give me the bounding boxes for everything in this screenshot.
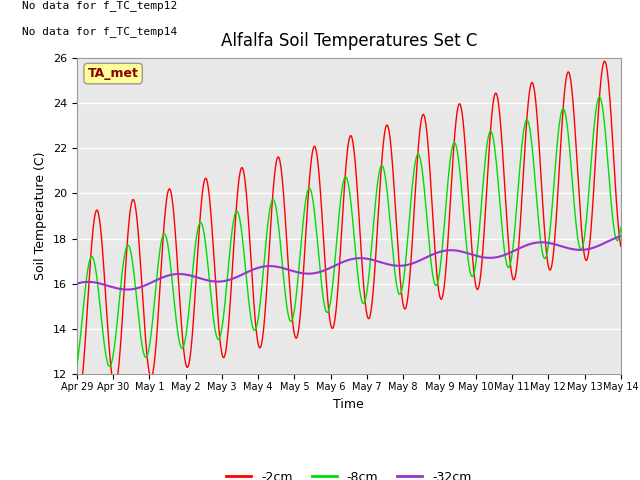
Title: Alfalfa Soil Temperatures Set C: Alfalfa Soil Temperatures Set C: [221, 33, 477, 50]
Text: No data for f_TC_temp12: No data for f_TC_temp12: [22, 0, 178, 12]
Legend: -2cm, -8cm, -32cm: -2cm, -8cm, -32cm: [221, 466, 476, 480]
Y-axis label: Soil Temperature (C): Soil Temperature (C): [35, 152, 47, 280]
Text: No data for f_TC_temp14: No data for f_TC_temp14: [22, 26, 178, 37]
Text: TA_met: TA_met: [88, 67, 138, 80]
X-axis label: Time: Time: [333, 397, 364, 410]
